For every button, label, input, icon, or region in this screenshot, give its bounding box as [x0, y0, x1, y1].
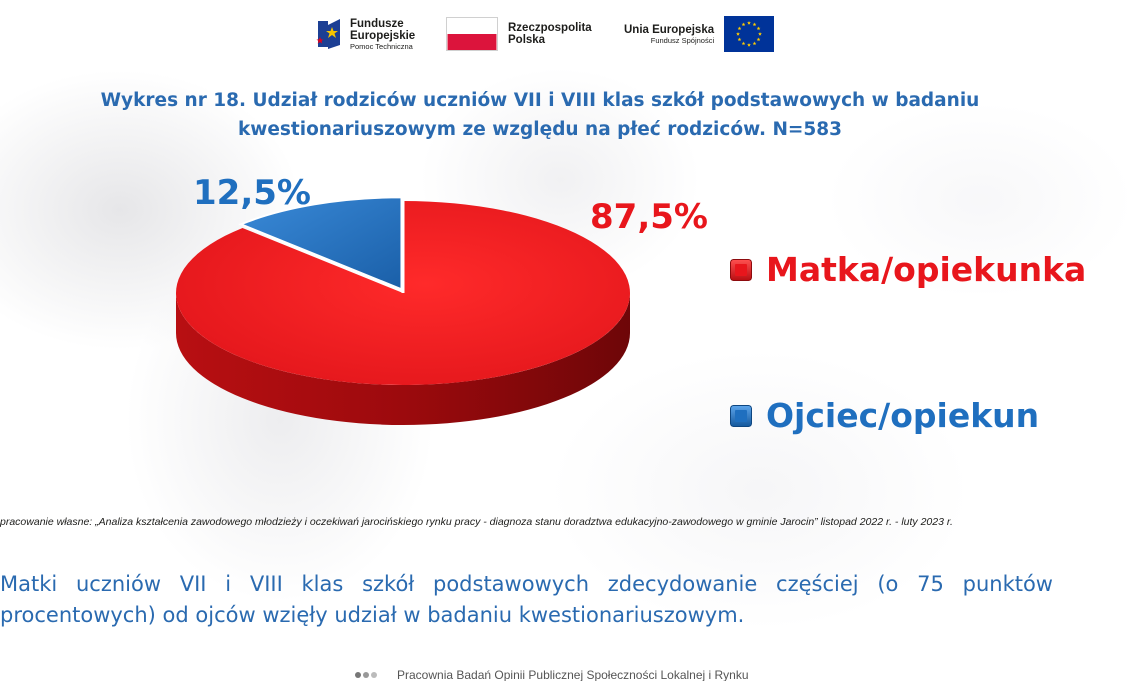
- rzeczpospolita-polska-logo: Rzeczpospolita Polska: [446, 12, 592, 56]
- legend-label-ojciec: Ojciec/opiekun: [766, 396, 1040, 435]
- eu-star: [741, 22, 746, 27]
- pie-chart: 12,5% 87,5%: [175, 173, 708, 425]
- eu-star: [737, 26, 742, 31]
- fe-line2: Europejskie: [350, 29, 416, 42]
- eu-flag-icon: [724, 16, 775, 52]
- chart-title-line1: Wykres nr 18. Udział rodziców uczniów VI…: [100, 90, 980, 111]
- eu-star: [756, 26, 761, 31]
- polish-flag-icon: [446, 17, 498, 51]
- pie-slice-matka-side: [176, 293, 630, 425]
- rp-line1: Rzeczpospolita: [508, 21, 592, 34]
- eu-star: [747, 43, 752, 47]
- summary-text: Matki uczniów VII i VIII klas szkół pods…: [0, 572, 1053, 627]
- pie-slice-ojciec: [238, 196, 403, 291]
- data-label-matka: 87,5%: [590, 197, 708, 237]
- logo-bar: Fundusze Europejskie Pomoc Techniczna Rz…: [0, 12, 1140, 56]
- eu-star: [741, 41, 746, 46]
- eu-star: [752, 22, 757, 27]
- fundusze-europejskie-logo: Fundusze Europejskie Pomoc Techniczna: [314, 12, 415, 56]
- eu-star: [756, 37, 761, 42]
- legend-swatch-ojciec: [730, 404, 752, 427]
- fe-line1: Fundusze: [350, 17, 404, 30]
- fe-line3: Pomoc Techniczna: [350, 41, 413, 51]
- unia-europejska-logo: Unia Europejska Fundusz Spójności: [624, 12, 775, 56]
- eu-star: [752, 41, 757, 46]
- legend-item-ojciec: Ojciec/opiekun: [730, 396, 1039, 435]
- footer: Pracownia Badań Opinii Publicznej Społec…: [355, 668, 749, 681]
- legend-swatch-matka: [730, 258, 752, 281]
- ue-line2: Fundusz Spójności: [650, 35, 715, 45]
- chart-title-line2: kwestionariuszowym ze względu na płeć ro…: [237, 119, 843, 140]
- footer-dots-icon: [355, 672, 379, 678]
- eu-star: [758, 32, 763, 36]
- eu-star: [737, 37, 742, 42]
- rp-line2: Polska: [508, 34, 546, 46]
- chart-title: Wykres nr 18. Udział rodziców uczniów VI…: [0, 86, 1080, 144]
- eu-star: [747, 21, 752, 25]
- legend-item-matka: Matka/opiekunka: [730, 250, 1086, 289]
- legend-label-matka: Matka/opiekunka: [766, 250, 1087, 289]
- ue-line1: Unia Europejska: [624, 23, 715, 36]
- data-label-ojciec: 12,5%: [193, 173, 311, 213]
- source-note: pracowanie własne: „Analiza kształcenia …: [0, 516, 953, 528]
- fe-star-icon: [314, 15, 344, 53]
- footer-text: Pracownia Badań Opinii Publicznej Społec…: [397, 668, 749, 681]
- eu-star: [736, 32, 741, 36]
